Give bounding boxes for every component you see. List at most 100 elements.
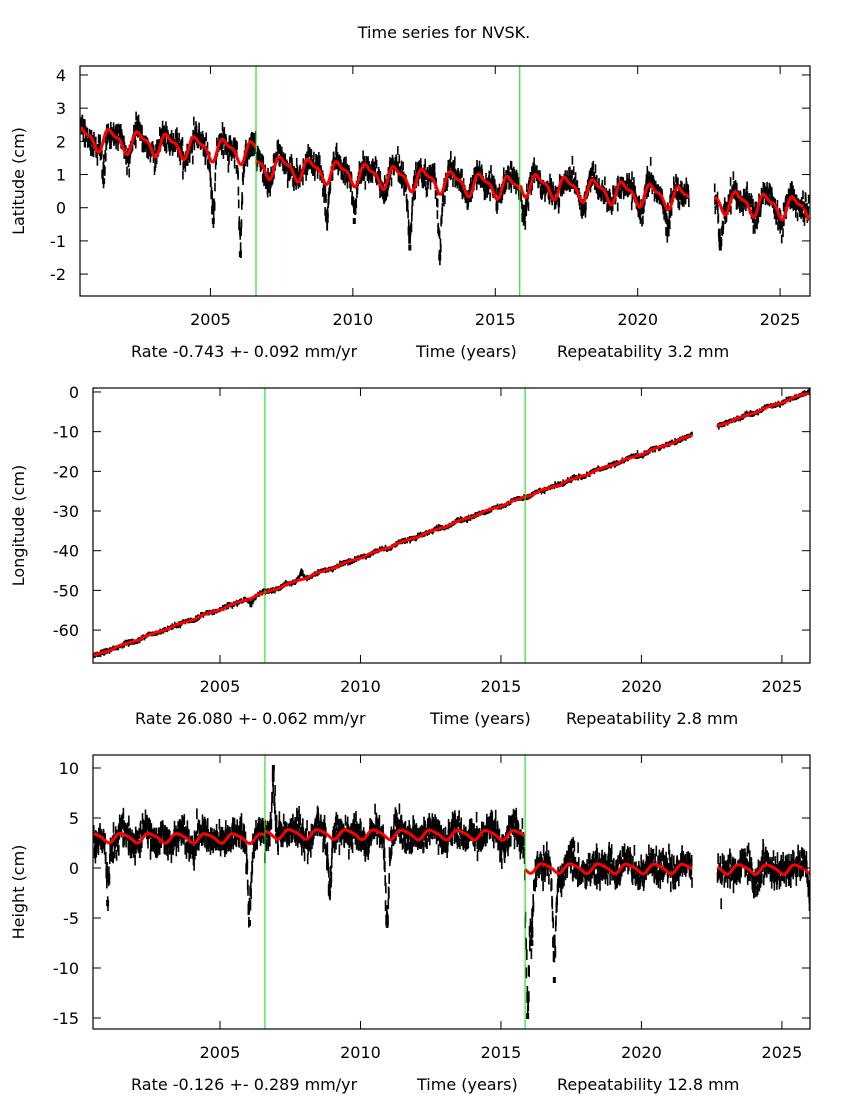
- data-point: [117, 831, 119, 843]
- data-point: [171, 141, 173, 151]
- data-point: [743, 189, 746, 198]
- data-point: [636, 450, 639, 454]
- data-point: [98, 834, 101, 846]
- data-point: [628, 172, 630, 182]
- data-point: [807, 194, 810, 204]
- data-point: [233, 159, 236, 169]
- data-point: [331, 171, 334, 181]
- data-point: [298, 172, 300, 182]
- data-point: [467, 197, 470, 207]
- data-point: [754, 201, 756, 211]
- data-point: [794, 201, 796, 210]
- data-point: [550, 178, 552, 187]
- data-point: [668, 209, 671, 219]
- data-point: [355, 199, 358, 208]
- data-point: [168, 139, 171, 149]
- data-point: [180, 145, 182, 155]
- data-point: [144, 143, 146, 152]
- data-point: [439, 238, 442, 248]
- data-point: [221, 146, 223, 156]
- data-point: [173, 839, 175, 851]
- data-point: [400, 172, 402, 182]
- data-point: [487, 185, 490, 195]
- data-point: [408, 234, 410, 244]
- data-point: [495, 186, 497, 196]
- data-point: [581, 201, 583, 210]
- data-point: [450, 170, 453, 180]
- data-point: [92, 148, 95, 158]
- data-point: [105, 152, 107, 162]
- data-point: [718, 238, 721, 248]
- data-point: [407, 209, 409, 219]
- data-point: [450, 151, 452, 160]
- data-point: [771, 192, 773, 202]
- data-point: [123, 834, 126, 845]
- data-point: [488, 171, 491, 180]
- data-point: [538, 178, 540, 188]
- data-point: [527, 197, 529, 206]
- data-point: [654, 180, 657, 190]
- data-point: [516, 173, 519, 182]
- data-point: [127, 643, 130, 647]
- data-point: [554, 185, 557, 195]
- data-point: [390, 159, 392, 169]
- data-point: [165, 839, 168, 850]
- data-point: [307, 144, 309, 153]
- data-point: [423, 177, 426, 187]
- data-point: [115, 140, 117, 150]
- data-point: [166, 828, 169, 840]
- data-point: [443, 197, 445, 207]
- data-point: [235, 140, 237, 150]
- data-point: [533, 166, 535, 175]
- data-point: [325, 194, 327, 203]
- data-point: [423, 172, 425, 181]
- data-point: [193, 859, 195, 871]
- data-point: [400, 160, 403, 170]
- data-point: [131, 829, 133, 841]
- data-point: [104, 166, 106, 176]
- data-point: [475, 167, 478, 176]
- data-point: [612, 461, 614, 465]
- data-point: [524, 221, 527, 230]
- data-point: [182, 170, 184, 180]
- data-point: [265, 588, 267, 592]
- data-point: [119, 824, 122, 835]
- data-point: [570, 480, 572, 484]
- data-point: [637, 208, 640, 217]
- data-point: [132, 839, 134, 851]
- data-point: [336, 160, 339, 170]
- data-point: [194, 126, 196, 136]
- data-point: [752, 198, 754, 208]
- data-point: [113, 835, 115, 847]
- data-point: [154, 159, 157, 168]
- data-point: [185, 848, 188, 859]
- data-point: [364, 180, 367, 190]
- y-tick-label: 4: [56, 66, 66, 85]
- data-point: [108, 866, 110, 878]
- data-point-transient: [299, 569, 303, 576]
- data-point: [179, 625, 182, 629]
- data-point: [244, 596, 246, 600]
- data-point-transient: [352, 217, 356, 224]
- data-point: [510, 184, 513, 193]
- data-point: [665, 227, 667, 236]
- data-point: [193, 141, 196, 151]
- data-point: [669, 220, 671, 230]
- data-point: [788, 396, 790, 400]
- data-point: [440, 244, 442, 253]
- data-point: [189, 847, 192, 859]
- data-point: [424, 158, 426, 168]
- data-point: [480, 164, 483, 174]
- data-point: [729, 177, 732, 186]
- data-point: [384, 544, 387, 548]
- data-point: [447, 159, 450, 169]
- data-point: [770, 195, 772, 205]
- data-point: [228, 155, 230, 165]
- data-point: [245, 154, 247, 163]
- data-point: [244, 157, 246, 167]
- x-tick-label: 2020: [617, 310, 658, 329]
- data-point: [191, 139, 194, 149]
- data-point: [228, 147, 231, 157]
- data-point: [457, 517, 459, 521]
